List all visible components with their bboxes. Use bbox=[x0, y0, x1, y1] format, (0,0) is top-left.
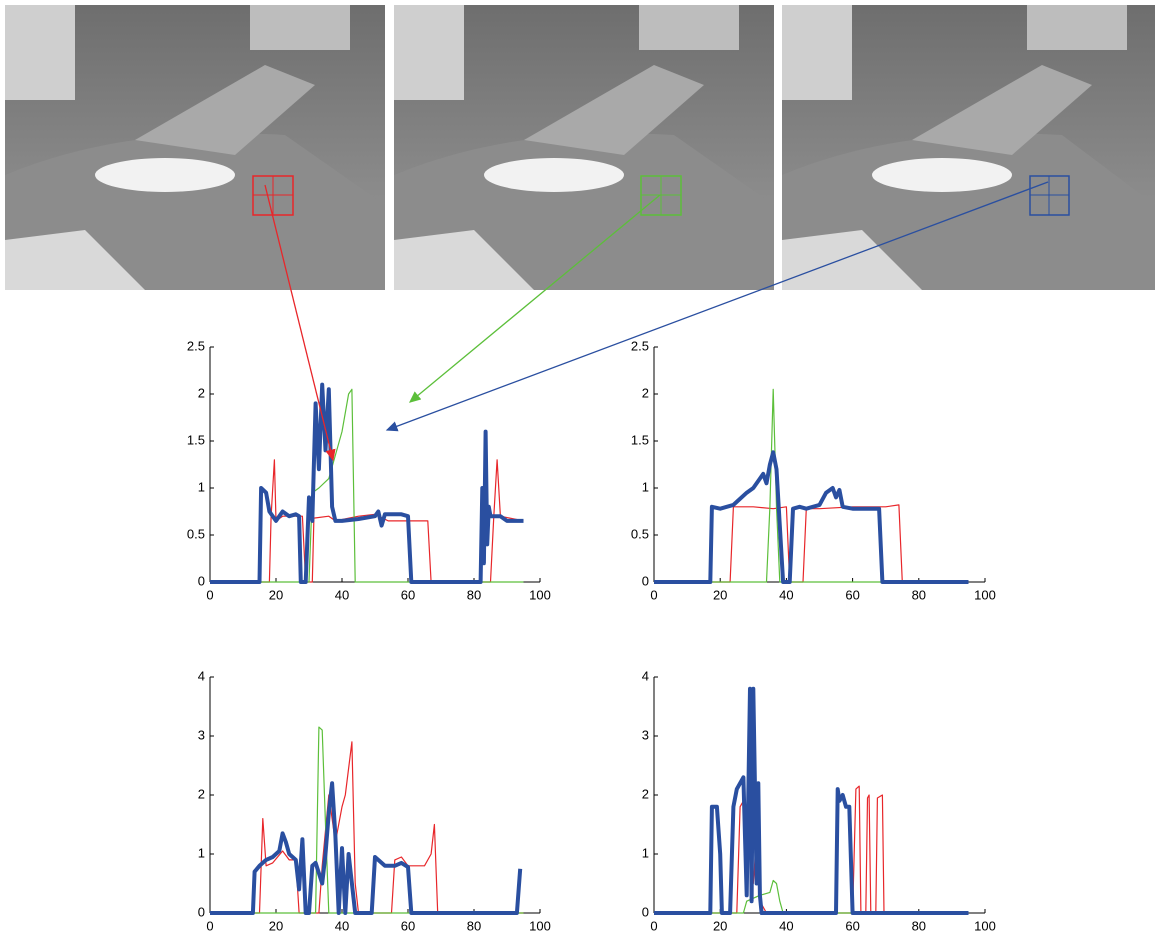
photo-strip bbox=[5, 5, 1155, 290]
y-tick-label: 3 bbox=[642, 727, 649, 742]
x-tick-label: 60 bbox=[845, 918, 859, 933]
data-line bbox=[210, 741, 524, 914]
x-tick-label: 20 bbox=[269, 587, 283, 602]
x-tick-label: 0 bbox=[650, 587, 657, 602]
data-line bbox=[654, 686, 969, 915]
data-line bbox=[210, 726, 524, 914]
x-tick-label: 80 bbox=[467, 918, 481, 933]
y-tick-label: 0 bbox=[198, 573, 205, 588]
y-tick-label: 1 bbox=[642, 479, 649, 494]
y-tick-label: 2.5 bbox=[187, 338, 205, 353]
x-tick-label: 40 bbox=[779, 918, 793, 933]
y-tick-label: 0 bbox=[642, 573, 649, 588]
y-tick-label: 2 bbox=[198, 385, 205, 400]
data-line bbox=[210, 781, 523, 915]
arrows bbox=[264, 181, 1049, 462]
y-tick-label: 2 bbox=[198, 786, 205, 801]
data-line bbox=[210, 388, 524, 583]
photo bbox=[394, 5, 774, 290]
x-tick-label: 20 bbox=[713, 918, 727, 933]
x-tick-label: 100 bbox=[529, 918, 551, 933]
x-tick-label: 80 bbox=[467, 587, 481, 602]
y-tick-label: 3 bbox=[198, 727, 205, 742]
y-tick-label: 1 bbox=[198, 479, 205, 494]
x-tick-label: 40 bbox=[335, 587, 349, 602]
x-tick-label: 0 bbox=[206, 587, 213, 602]
y-tick-label: 0 bbox=[198, 904, 205, 919]
x-tick-label: 60 bbox=[401, 918, 415, 933]
chart: 0 0.5 1 1.5 2 2.5 0 20 40 60 80 100 bbox=[187, 338, 551, 602]
x-tick-label: 20 bbox=[269, 918, 283, 933]
data-line bbox=[210, 382, 524, 584]
y-tick-label: 2 bbox=[642, 385, 649, 400]
data-line bbox=[654, 388, 969, 583]
x-tick-label: 60 bbox=[845, 587, 859, 602]
data-line bbox=[654, 785, 969, 914]
y-tick-label: 0.5 bbox=[631, 526, 649, 541]
x-tick-label: 0 bbox=[650, 918, 657, 933]
x-tick-label: 60 bbox=[401, 587, 415, 602]
y-tick-label: 1.5 bbox=[631, 432, 649, 447]
y-tick-label: 2.5 bbox=[631, 338, 649, 353]
data-line bbox=[654, 450, 969, 584]
y-tick-label: 1.5 bbox=[187, 432, 205, 447]
y-tick-label: 0.5 bbox=[187, 526, 205, 541]
y-tick-label: 1 bbox=[642, 845, 649, 860]
x-tick-label: 100 bbox=[529, 587, 551, 602]
photo bbox=[5, 5, 385, 290]
x-tick-label: 0 bbox=[206, 918, 213, 933]
chart: 0 0.5 1 1.5 2 2.5 0 20 40 60 80 100 bbox=[631, 338, 996, 602]
data-line bbox=[654, 879, 969, 914]
x-tick-label: 100 bbox=[974, 587, 996, 602]
x-tick-label: 100 bbox=[974, 918, 996, 933]
y-tick-label: 4 bbox=[198, 668, 205, 683]
y-tick-label: 2 bbox=[642, 786, 649, 801]
data-line bbox=[210, 459, 524, 583]
data-line bbox=[654, 504, 969, 583]
x-tick-label: 80 bbox=[912, 587, 926, 602]
x-tick-label: 20 bbox=[713, 587, 727, 602]
photo bbox=[782, 5, 1155, 290]
x-tick-label: 40 bbox=[779, 587, 793, 602]
x-tick-label: 80 bbox=[912, 918, 926, 933]
x-tick-label: 40 bbox=[335, 918, 349, 933]
y-tick-label: 1 bbox=[198, 845, 205, 860]
y-tick-label: 4 bbox=[642, 668, 649, 683]
y-tick-label: 0 bbox=[642, 904, 649, 919]
